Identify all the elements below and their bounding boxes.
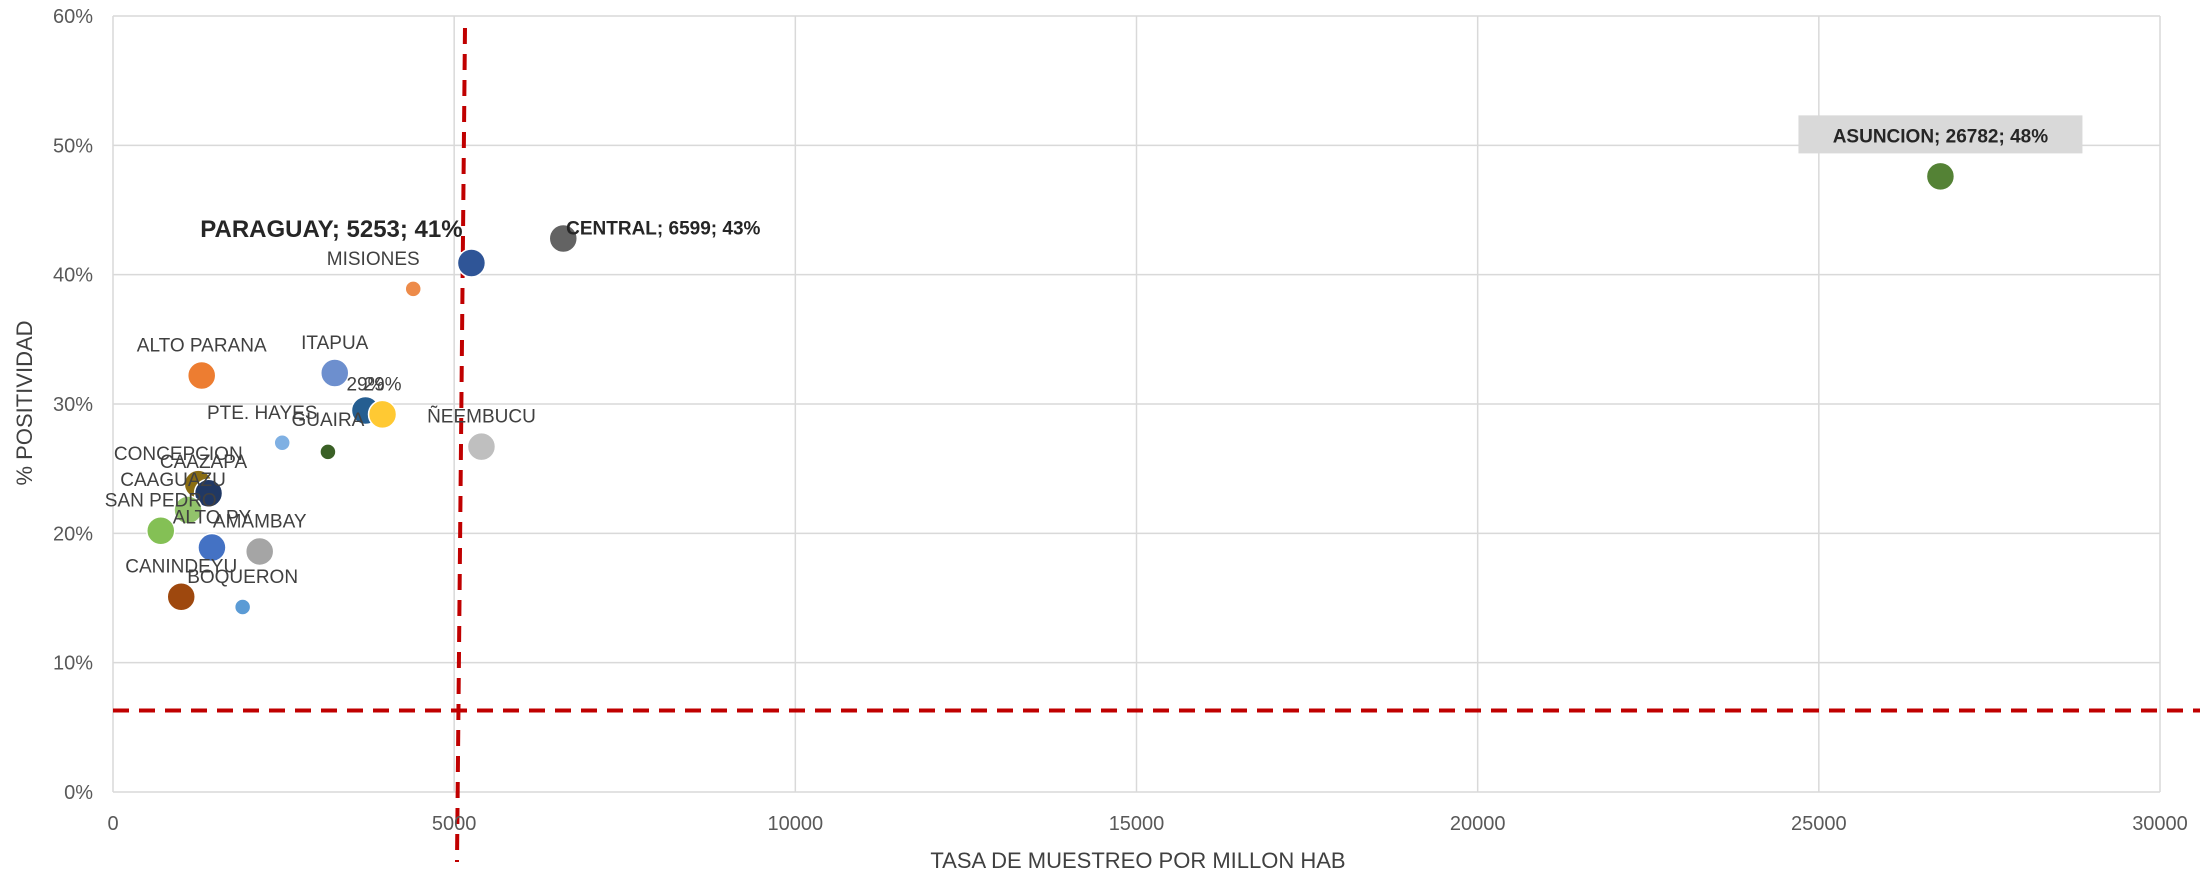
y-tick-label: 30%: [53, 394, 93, 416]
data-label: GUAIRA: [292, 410, 365, 431]
data-point[interactable]: [146, 515, 176, 546]
data-point[interactable]: [404, 280, 422, 298]
data-point[interactable]: [466, 431, 497, 462]
x-tick-label: 25000: [1791, 813, 1847, 835]
data-points: [146, 161, 1956, 616]
data-label: CAAZAPA: [160, 452, 248, 473]
data-label-box: [1798, 115, 2083, 154]
data-point[interactable]: [193, 478, 224, 508]
data-label: ALTO PARANA: [137, 336, 267, 357]
data-label: MISIONES: [327, 249, 420, 270]
data-point[interactable]: [548, 223, 579, 254]
x-tick-label: 15000: [1109, 813, 1165, 835]
data-label: PARAGUAY; 5253; 41%: [200, 216, 462, 243]
data-point[interactable]: [197, 532, 227, 563]
y-axis-title: % POSITIVIDAD: [12, 320, 37, 485]
data-label: 29%: [346, 374, 384, 395]
x-tick-label: 0: [107, 813, 118, 835]
data-label: CENTRAL; 6599; 43%: [566, 218, 760, 239]
x-tick-label: 10000: [768, 813, 824, 835]
data-point[interactable]: [233, 598, 252, 616]
grid-lines: [112, 15, 2161, 793]
x-tick-label: 5000: [432, 813, 477, 835]
x-axis-title: TASA DE MUESTREO POR MILLON HAB: [930, 848, 1345, 873]
data-label: CANINDEYU: [125, 557, 237, 578]
y-tick-label: 60%: [53, 6, 93, 28]
data-label: ITAPUA: [301, 333, 369, 354]
data-point[interactable]: [367, 399, 398, 430]
y-tick-label: 10%: [53, 653, 93, 675]
data-point[interactable]: [273, 434, 291, 452]
axes: 0% 10% 20% 30% 40% 50% 60% 0 5000 10000 15000 20000…: [53, 6, 2188, 835]
data-label: CAAGUAZU: [120, 470, 226, 491]
data-point[interactable]: [166, 581, 196, 612]
data-label: 29%: [364, 374, 402, 395]
data-point[interactable]: [173, 495, 203, 525]
data-label: PTE. HAYES: [207, 403, 318, 424]
data-label: SAN PEDRO: [105, 491, 217, 512]
y-tick-label: 40%: [53, 265, 93, 287]
data-point[interactable]: [456, 248, 487, 278]
x-tick-label: 30000: [2132, 813, 2188, 835]
data-point[interactable]: [1925, 161, 1956, 192]
data-point[interactable]: [244, 536, 275, 567]
data-label: AMAMBAY: [213, 511, 307, 532]
vertical-reference-line: [454, 27, 467, 863]
data-label: ALTO PY: [173, 508, 252, 529]
data-point[interactable]: [319, 443, 337, 461]
data-label: BOQUERON: [187, 567, 298, 588]
y-tick-label: 20%: [53, 523, 93, 545]
data-label: CONCEPCION: [114, 444, 243, 465]
x-tick-label: 20000: [1450, 813, 1506, 835]
data-label: ÑEEMBUCU: [427, 406, 536, 428]
data-point[interactable]: [320, 358, 350, 388]
reference-lines: [113, 27, 2200, 863]
data-label: ASUNCION; 26782; 48%: [1833, 126, 2049, 147]
data-point[interactable]: [186, 360, 217, 391]
y-tick-label: 0%: [64, 782, 93, 804]
data-labels: ASUNCION; 26782; 48% CENTRAL; 6599; 43% PA…: [105, 115, 2083, 588]
y-tick-label: 50%: [53, 135, 93, 157]
